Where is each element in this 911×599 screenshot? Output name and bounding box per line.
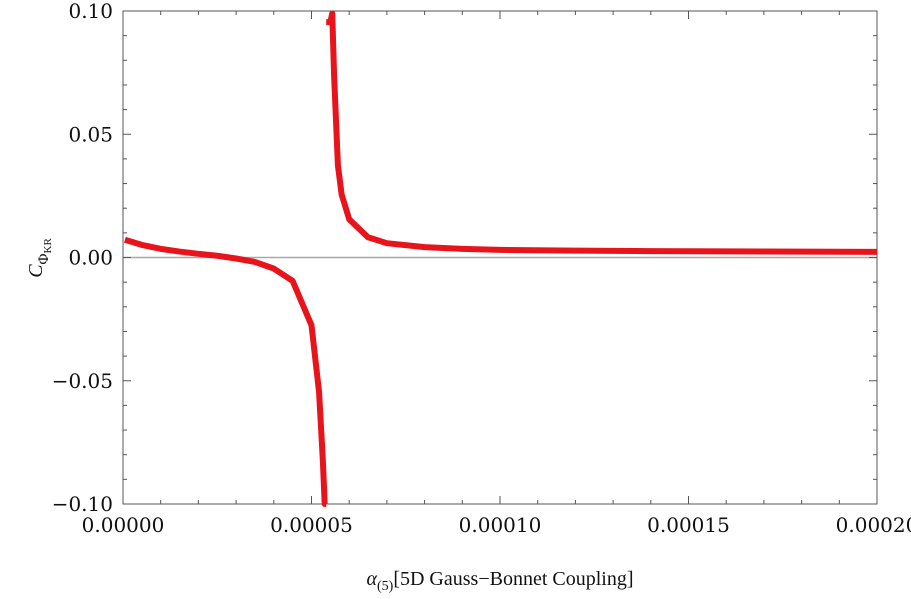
y-axis-symbol: C (25, 264, 47, 278)
x-axis-text: [5D Gauss−Bonnet Coupling] (393, 568, 633, 590)
x-tick-label: 0.00020 (836, 513, 911, 537)
y-tick-label: 0.05 (68, 122, 113, 146)
y-tick-label: −0.10 (52, 492, 113, 516)
y-axis-subsubscript: KR (42, 238, 54, 254)
x-axis-symbol: α (367, 568, 378, 590)
x-tick-label: 0.00000 (82, 513, 165, 537)
x-axis-subscript: (5) (377, 579, 394, 594)
x-axis-title: α(5)[5D Gauss−Bonnet Coupling] (367, 568, 634, 594)
series-line-2 (323, 10, 878, 255)
x-tick-label: 0.00010 (459, 513, 542, 537)
major-ticks (122, 10, 878, 505)
y-axis-title: CΦKR (25, 238, 54, 278)
x-tick-label: 0.00015 (647, 513, 730, 537)
y-tick-labels: −0.10 −0.05 0.00 0.05 0.10 (52, 0, 113, 516)
y-tick-label: 0.00 (68, 246, 113, 270)
x-tick-label: 0.00005 (270, 513, 353, 537)
series-layer (124, 10, 878, 507)
y-tick-label: 0.10 (68, 0, 113, 23)
y-tick-label: −0.05 (52, 369, 113, 393)
minor-ticks (123, 11, 877, 504)
y-axis-subscript: Φ (36, 253, 52, 264)
series-line-1 (124, 236, 329, 507)
x-tick-labels: 0.00000 0.00005 0.00010 0.00015 0.00020 (82, 513, 911, 537)
